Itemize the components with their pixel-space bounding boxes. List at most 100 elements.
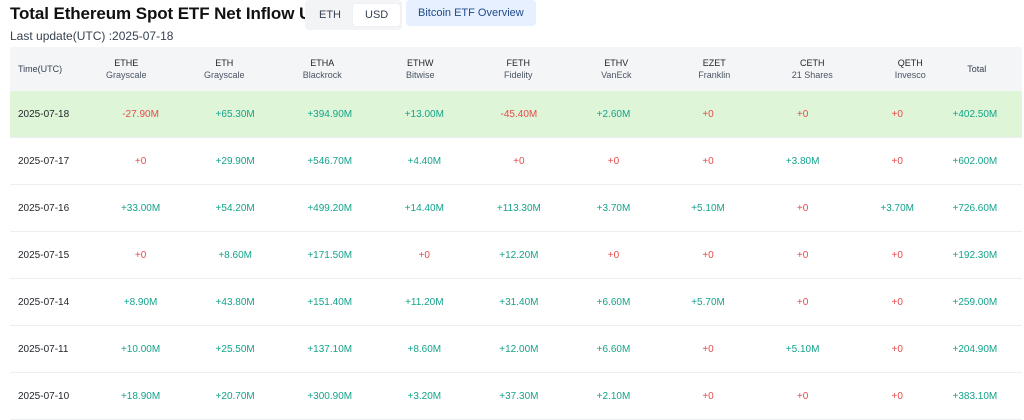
flow-cell-ceth: +0 [796,390,809,402]
fund-issuer: Franklin [698,70,731,80]
flow-cell-ezet: +0 [702,155,714,167]
fund-issuer: 21 Shares [791,70,833,80]
fund-issuer: Grayscale [106,70,147,80]
header-fund-ethw: ETHW Bitwise [371,58,469,80]
flow-cell-eth: +65.30M [215,108,255,120]
flow-cell-eth: +29.90M [215,155,255,167]
row-date: 2025-07-16 [18,202,70,214]
flow-cell-qeth: +0 [891,296,903,308]
flow-cell-ethv: +0 [607,249,620,261]
fund-issuer: Bitwise [406,70,435,80]
row-date: 2025-07-15 [18,249,70,261]
fund-code: ETHE [114,58,139,68]
flow-cell-etha: +499.20M [307,202,353,214]
currency-option-eth[interactable]: ETH [319,9,341,21]
fund-code: QETH [897,58,923,68]
fund-code: ETHW [407,58,434,68]
fund-code: CETH [800,58,825,68]
flow-cell-ethe: +18.90M [120,390,161,402]
flow-cell-eth: +25.50M [215,343,255,355]
fund-issuer: VanEck [601,70,632,80]
header-fund-etha: ETHA Blackrock [273,58,371,80]
flow-cell-feth: +0 [513,155,525,167]
header-time: Time(UTC) [18,64,63,74]
flow-cell-qeth: +3.70M [880,202,915,214]
flow-cell-ethv: +0 [607,155,620,167]
flow-cell-etha: +394.90M [307,108,353,120]
row-total: +383.10M [952,390,998,402]
flow-cell-ethe: +0 [134,155,147,167]
row-total: +204.90M [952,343,998,355]
last-update-value: 2025-07-18 [112,29,174,43]
flow-cell-ceth: +5.10M [785,343,820,355]
header-fund-ethv: ETHV VanEck [567,58,665,80]
flow-cell-eth: +54.20M [215,202,255,214]
flow-cell-ethv: +2.60M [596,108,631,120]
row-date: 2025-07-10 [18,390,70,402]
flow-cell-ezet: +0 [702,390,714,402]
header-fund-ezet: EZET Franklin [665,58,763,80]
table-row: 2025-07-11 +10.00M +25.50M +137.10M +8.60M +1… [10,326,1022,373]
flow-cell-ethv: +6.60M [596,296,631,308]
flow-cell-feth: +12.00M [499,343,539,355]
table-row: 2025-07-17 +0 +29.90M +546.70M +4.40M +0 +0 +0 +… [10,138,1022,185]
flow-cell-ezet: +0 [702,249,714,261]
flow-cell-ethe: +8.90M [123,296,158,308]
flow-cell-etha: +546.70M [307,155,353,167]
flow-cell-ezet: +0 [702,343,714,355]
flow-cell-ezet: +0 [702,108,714,120]
flow-cell-ceth: +3.80M [785,155,820,167]
flow-cell-ethe: -27.90M [122,108,159,120]
flow-cell-feth: +37.30M [499,390,539,402]
table-row: 2025-07-18 -27.90M +65.30M +394.90M +13.00M -… [10,91,1022,138]
row-date: 2025-07-18 [18,108,70,120]
flow-cell-ceth: +0 [796,296,809,308]
flow-cell-qeth: +0 [891,108,903,120]
flow-cell-ezet: +5.70M [691,296,725,308]
fund-code: FETH [506,58,531,68]
bitcoin-etf-overview-button[interactable]: Bitcoin ETF Overview [406,0,536,26]
flow-cell-ethw: +14.40M [404,202,444,214]
row-total: +192.30M [952,249,998,261]
flow-cell-ceth: +0 [796,249,809,261]
flow-cell-etha: +171.50M [307,249,353,261]
row-total: +259.00M [952,296,998,308]
row-total: +726.60M [952,202,998,214]
fund-issuer: Grayscale [204,70,245,80]
flow-cell-qeth: +0 [891,390,903,402]
header-fund-qeth: QETH Invesco [861,58,959,80]
currency-option-usd[interactable]: USD [353,4,401,26]
fund-code: ETHA [310,58,335,68]
flow-cell-eth: +20.70M [215,390,255,402]
fund-code: EZET [702,58,726,68]
table-row: 2025-07-16 +33.00M +54.20M +499.20M +14.40M +… [10,185,1022,232]
flow-cell-qeth: +0 [891,249,903,261]
header-fund-eth: ETH Grayscale [175,58,273,80]
flow-cell-feth: -45.40M [500,108,538,120]
flow-cell-ceth: +0 [796,108,809,120]
table-header: Time(UTC) ETHE Grayscale ETH Grayscale ETHA B… [10,47,1022,91]
header-fund-feth: FETH Fidelity [469,58,567,80]
flow-cell-eth: +43.80M [215,296,255,308]
page-header: Total Ethereum Spot ETF Net Inflow USD E… [0,0,1024,48]
row-total: +402.50M [952,108,998,120]
flow-cell-ethv: +2.10M [596,390,631,402]
row-date: 2025-07-14 [18,296,70,308]
table-row: 2025-07-15 +0 +8.60M +171.50M +0 +12.20M +0 +0 +… [10,232,1022,279]
fund-code: ETH [215,58,234,68]
fund-code: ETHV [604,58,629,68]
table-row: 2025-07-14 +8.90M +43.80M +151.40M +11.20M +3… [10,279,1022,326]
flow-cell-qeth: +0 [891,343,903,355]
flow-cell-ezet: +5.10M [691,202,725,214]
flow-cell-ethw: +0 [418,249,430,261]
flow-cell-etha: +137.10M [307,343,353,355]
etf-flow-table: Time(UTC) ETHE Grayscale ETH Grayscale ETHA B… [10,47,1022,420]
flow-cell-ethe: +10.00M [120,343,161,355]
last-update: Last update(UTC) :2025-07-18 [10,29,173,43]
row-date: 2025-07-11 [18,343,69,355]
table-row: 2025-07-10 +18.90M +20.70M +300.90M +3.20M +3… [10,373,1022,420]
header-fund-ethe: ETHE Grayscale [77,58,175,80]
flow-cell-ethw: +11.20M [405,296,444,308]
flow-cell-ethw: +8.60M [407,343,442,355]
table-body: 2025-07-18 -27.90M +65.30M +394.90M +13.00M -… [10,91,1022,420]
